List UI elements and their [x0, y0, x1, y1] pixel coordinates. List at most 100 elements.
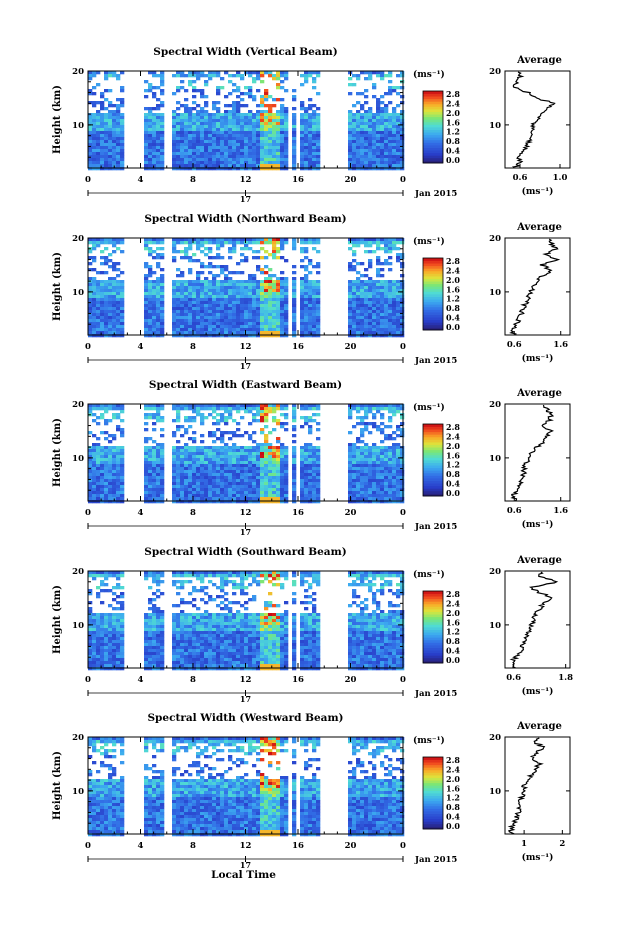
heatmap-cell	[252, 458, 257, 462]
heatmap-cell	[400, 122, 405, 126]
heatmap-cell	[260, 164, 265, 168]
heatmap-cell	[236, 152, 241, 156]
heatmap-cell	[300, 473, 305, 477]
heatmap-cell	[220, 113, 225, 117]
heatmap-cell	[176, 449, 181, 453]
heatmap-cell	[280, 244, 285, 248]
heatmap-cell	[204, 155, 209, 159]
heatmap-cell	[348, 479, 353, 483]
heatmap-cell	[188, 488, 193, 492]
heatmap-cell	[256, 152, 261, 156]
heatmap-cell	[372, 452, 377, 456]
heatmap-cell	[244, 449, 249, 453]
heatmap-cell	[356, 407, 361, 411]
heatmap-cell	[184, 256, 189, 260]
heatmap-cell	[380, 328, 385, 332]
heatmap-cell	[376, 143, 381, 147]
heatmap-cell	[276, 158, 281, 162]
heatmap-cell	[348, 443, 353, 447]
heatmap-cell	[148, 485, 153, 489]
heatmap-cell	[100, 107, 105, 111]
heatmap-cell	[280, 443, 285, 447]
heatmap-cell	[276, 331, 281, 335]
heatmap-cell	[180, 283, 185, 287]
heatmap-cell	[256, 322, 261, 326]
heatmap-cell	[180, 316, 185, 320]
heatmap-cell	[360, 322, 365, 326]
heatmap-cell	[264, 146, 269, 150]
heatmap-cell	[196, 244, 201, 248]
heatmap-cell	[228, 238, 233, 242]
heatmap-cell	[372, 301, 377, 305]
heatmap-cell	[236, 407, 241, 411]
heatmap-cell	[152, 161, 157, 165]
heatmap-cell	[96, 325, 101, 329]
heatmap-cell	[200, 125, 205, 129]
heatmap-cell	[204, 470, 209, 474]
heatmap-cell	[368, 116, 373, 120]
heatmap-cell	[284, 404, 289, 408]
heatmap-cell	[116, 292, 121, 296]
heatmap-cell	[180, 470, 185, 474]
colorbar-tick-label: 0.8	[446, 303, 460, 313]
heatmap-cell	[236, 107, 241, 111]
heatmap-cell	[376, 283, 381, 287]
heatmap-cell	[240, 295, 245, 299]
heatmap-cell	[392, 167, 397, 171]
heatmap-cell	[356, 458, 361, 462]
heatmap-cell	[208, 307, 213, 311]
heatmap-cell	[228, 485, 233, 489]
heatmap-cell	[220, 86, 225, 90]
heatmap-cell	[244, 152, 249, 156]
heatmap-cell	[216, 428, 221, 432]
heatmap-cell	[396, 443, 401, 447]
heatmap-cell	[364, 331, 369, 335]
heatmap-cell	[156, 443, 161, 447]
heatmap-cell	[216, 253, 221, 257]
heatmap-cell	[252, 473, 257, 477]
heatmap-cell	[272, 313, 277, 317]
heatmap-cell	[396, 446, 401, 450]
heatmap-cell	[104, 119, 109, 123]
heatmap-cell	[264, 286, 269, 290]
heatmap-cell	[376, 128, 381, 132]
heatmap-cell	[396, 328, 401, 332]
heatmap-cell	[216, 494, 221, 498]
heatmap-cell	[152, 286, 157, 290]
heatmap-cell	[260, 464, 265, 468]
heatmap-cell	[208, 461, 213, 465]
heatmap-cell	[88, 325, 93, 329]
heatmap-cell	[348, 307, 353, 311]
heatmap-cell	[216, 161, 221, 165]
heatmap-cell	[108, 238, 113, 242]
heatmap-cell	[208, 473, 213, 477]
heatmap-cell	[280, 313, 285, 317]
heatmap-cell	[148, 322, 153, 326]
heatmap-cell	[108, 89, 113, 93]
heatmap-cell	[312, 125, 317, 129]
heatmap-cell	[96, 331, 101, 335]
heatmap-cell	[244, 500, 249, 504]
heatmap-cell	[184, 446, 189, 450]
heatmap-cell	[88, 152, 93, 156]
heatmap-cell	[156, 407, 161, 411]
heatmap-cell	[300, 467, 305, 471]
heatmap-cell	[272, 274, 277, 278]
heatmap-cell	[100, 161, 105, 165]
heatmap-cell	[376, 334, 381, 338]
heatmap-cell	[200, 134, 205, 138]
heatmap-cell	[240, 304, 245, 308]
colorbar-tick-label: 1.2	[446, 294, 460, 304]
heatmap-cell	[284, 286, 289, 290]
heatmap-cell	[360, 464, 365, 468]
heatmap-cell	[180, 446, 185, 450]
heatmap-cell	[376, 428, 381, 432]
heatmap-cell	[300, 334, 305, 338]
heatmap-cell	[224, 167, 229, 171]
heatmap-cell	[232, 464, 237, 468]
heatmap-cell	[356, 101, 361, 105]
heatmap-cell	[144, 119, 149, 123]
heatmap-cell	[96, 286, 101, 290]
heatmap-cell	[240, 467, 245, 471]
heatmap-cell	[396, 140, 401, 144]
